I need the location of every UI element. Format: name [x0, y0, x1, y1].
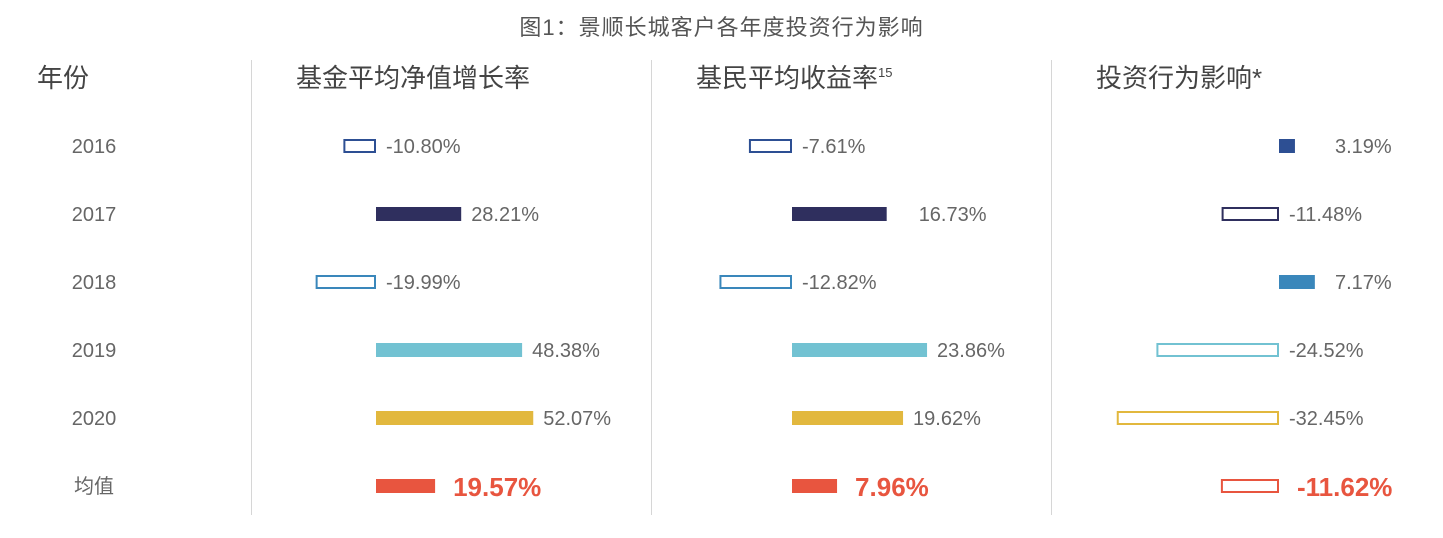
bar — [792, 479, 838, 493]
data-label: 7.17% — [1335, 272, 1392, 294]
bar — [792, 343, 928, 357]
data-label: -7.61% — [802, 136, 866, 158]
data-label: 19.62% — [913, 408, 981, 430]
bar — [376, 207, 462, 221]
category-label: 2019 — [72, 340, 117, 362]
category-label: 2018 — [72, 272, 117, 294]
data-label: 23.86% — [937, 340, 1005, 362]
category-label: 均值 — [74, 475, 114, 498]
data-label: 28.21% — [471, 204, 539, 226]
bar — [792, 207, 887, 221]
series-header-footnote: 15 — [878, 65, 893, 80]
figure-title: 图1：景顺长城客户各年度投资行为影响 — [519, 15, 924, 40]
bar — [1220, 479, 1280, 493]
bar — [792, 411, 904, 425]
data-label: -19.99% — [386, 272, 461, 294]
data-label: -10.80% — [386, 136, 461, 158]
data-label: 16.73% — [919, 204, 987, 226]
column-divider — [1051, 60, 1052, 515]
bar — [1156, 343, 1280, 357]
bar — [1221, 207, 1279, 221]
bar — [376, 343, 523, 357]
row-header-year: 年份 — [37, 63, 90, 93]
data-label: 19.57% — [453, 472, 541, 502]
data-label: -11.62% — [1297, 472, 1392, 502]
bar — [376, 479, 436, 493]
data-label: 3.19% — [1335, 136, 1392, 158]
bar — [315, 275, 376, 289]
bar — [343, 139, 377, 153]
category-label: 2016 — [72, 136, 117, 158]
data-label: -32.45% — [1289, 408, 1364, 430]
series-header-investor-return: 基民平均收益率15 — [696, 58, 892, 95]
series-header-behavior-impact: 投资行为影响* — [1096, 58, 1262, 95]
data-label: -24.52% — [1289, 340, 1364, 362]
data-label: 48.38% — [532, 340, 600, 362]
series-header-fund-growth-text: 基金平均净值增长率 — [296, 63, 531, 93]
bar — [1279, 139, 1295, 153]
bar — [748, 139, 793, 153]
data-label: 7.96% — [855, 472, 929, 502]
data-label: -11.48% — [1289, 204, 1362, 226]
category-label: 2017 — [72, 204, 117, 226]
series-header-behavior-impact-text: 投资行为影响* — [1096, 63, 1263, 93]
bar — [1116, 411, 1279, 425]
series-header-investor-return-text: 基民平均收益率 — [696, 63, 879, 93]
column-divider — [651, 60, 652, 515]
data-label: -12.82% — [802, 272, 877, 294]
data-label: 52.07% — [543, 408, 611, 430]
bar — [1279, 275, 1315, 289]
column-divider — [251, 60, 252, 515]
category-label: 2020 — [72, 408, 117, 430]
bar — [376, 411, 534, 425]
bar — [719, 275, 792, 289]
series-header-fund-growth: 基金平均净值增长率 — [296, 58, 530, 95]
